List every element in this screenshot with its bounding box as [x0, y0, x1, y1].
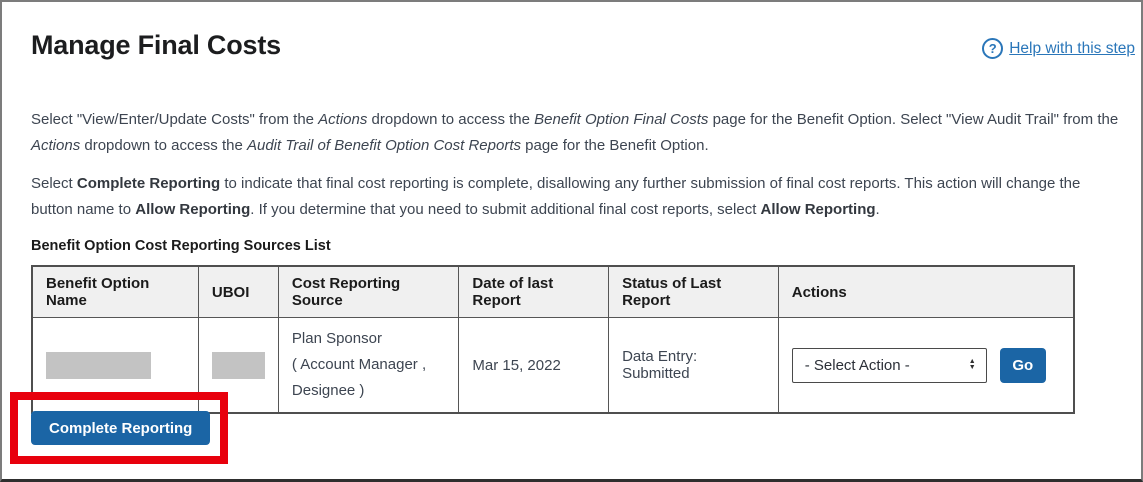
intro-paragraph-1: Select "View/Enter/Update Costs" from th… [31, 111, 1119, 154]
help-with-this-step-link[interactable]: ? Help with this step [982, 38, 1135, 59]
question-mark-icon[interactable]: ? [982, 38, 1004, 59]
go-button[interactable]: Go [999, 347, 1046, 383]
select-caret-icon: ▲ ▼ [968, 358, 976, 371]
red-highlight-box: Complete Reporting [10, 392, 228, 464]
redacted-benefit-option-name [46, 351, 151, 379]
redacted-uboi [211, 351, 265, 379]
help-link-label[interactable]: Help with this step [1009, 39, 1135, 57]
cost-reporting-sources-table: Benefit Option Name UBOI Cost Reporting … [31, 265, 1075, 414]
cell-status-of-last-report: Data Entry: Submitted [608, 317, 779, 414]
table-caption: Benefit Option Cost Reporting Sources Li… [31, 238, 331, 254]
cell-date-of-last-report: Mar 15, 2022 [458, 317, 610, 414]
header-uboi: UBOI [197, 265, 279, 318]
page-title: Manage Final Costs [31, 30, 281, 60]
actions-select[interactable]: - Select Action - ▲ ▼ [791, 347, 987, 383]
complete-reporting-button[interactable]: Complete Reporting [31, 411, 211, 445]
header-actions: Actions [777, 265, 1075, 318]
table-header-row: Benefit Option Name UBOI Cost Reporting … [31, 265, 1075, 318]
header-date-of-last-report: Date of last Report [458, 265, 610, 318]
header-status-of-last-report: Status of Last Report [608, 265, 779, 318]
actions-select-value: - Select Action - [804, 356, 910, 374]
header-benefit-option-name: Benefit Option Name [31, 265, 199, 318]
cell-actions: - Select Action - ▲ ▼ Go [777, 317, 1075, 414]
intro-paragraph-2: Select Complete Reporting to indicate th… [31, 175, 1081, 218]
header-cost-reporting-source: Cost Reporting Source [277, 265, 460, 318]
cell-cost-reporting-source: Plan Sponsor ( Account Manager , Designe… [277, 317, 460, 414]
